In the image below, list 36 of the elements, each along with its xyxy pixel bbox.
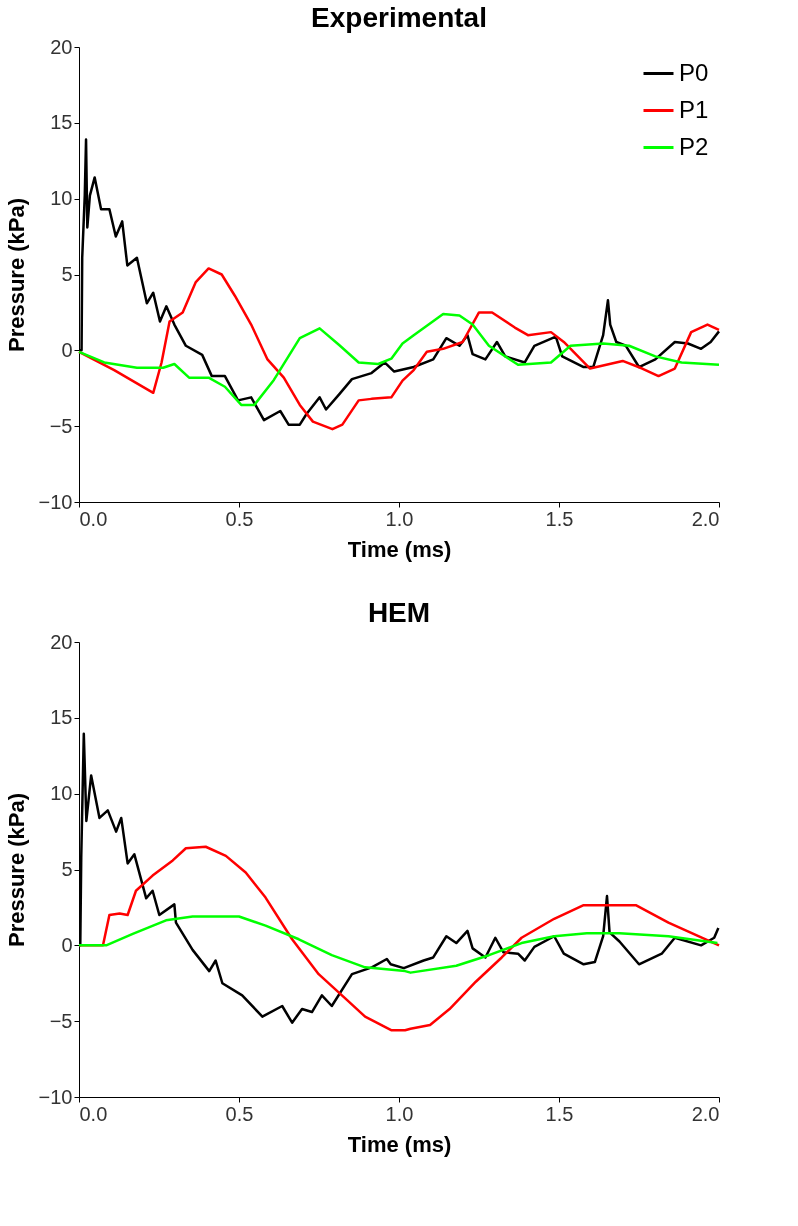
x-tick-label: 2.0 — [691, 1102, 720, 1125]
y-tick-label: −10 — [38, 1085, 73, 1108]
x-tick-label: 0.0 — [79, 507, 108, 530]
y-tick-label: 15 — [50, 111, 73, 134]
x-tick-label: 0.0 — [79, 1102, 108, 1125]
y-axis-title: Pressure (kPa) — [3, 792, 29, 948]
x-tick-label: 1.0 — [385, 507, 414, 530]
legend-label: P1 — [679, 95, 709, 123]
legend-label: P0 — [679, 58, 709, 86]
y-tick-label: 5 — [61, 263, 73, 285]
y-tick-label: −10 — [38, 490, 73, 513]
x-tick-label: 0.5 — [225, 1102, 254, 1125]
y-tick-label: 20 — [50, 35, 73, 58]
y-tick-label: 15 — [50, 706, 73, 729]
y-tick-label: −5 — [49, 1009, 73, 1032]
x-tick-label: 1.5 — [545, 1102, 574, 1125]
y-tick-label: 20 — [50, 630, 73, 653]
y-tick-label: 0 — [61, 933, 73, 956]
x-tick-label: 0.5 — [225, 507, 254, 530]
chart-title: Experimental — [311, 2, 487, 33]
x-tick-label: 2.0 — [691, 507, 720, 530]
line-series — [77, 312, 721, 407]
x-tick-label: 1.5 — [545, 507, 574, 530]
line-series — [77, 267, 721, 431]
x-tick-label: 1.0 — [385, 1102, 414, 1125]
line-series — [77, 915, 719, 974]
y-tick-label: 5 — [61, 858, 73, 880]
legend-label: P2 — [679, 132, 709, 160]
y-tick-label: 10 — [50, 782, 73, 805]
y-axis-title: Pressure (kPa) — [3, 197, 29, 353]
chart-title: HEM — [367, 597, 431, 628]
y-tick-label: 10 — [50, 187, 73, 210]
x-axis-title: Time (ms) — [347, 536, 452, 562]
y-tick-label: −5 — [49, 414, 73, 437]
y-tick-label: 0 — [61, 338, 73, 361]
x-axis-title: Time (ms) — [347, 1131, 452, 1157]
